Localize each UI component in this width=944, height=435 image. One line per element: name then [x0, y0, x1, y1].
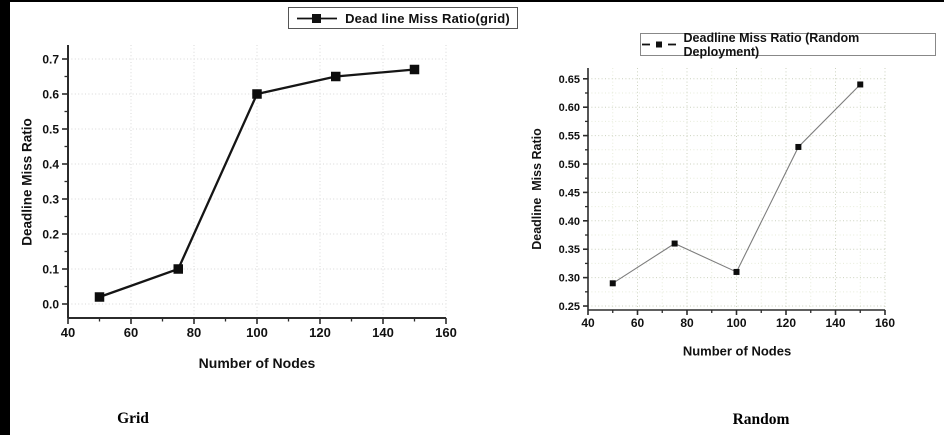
x-tick-label: 80 — [680, 316, 694, 330]
data-point-marker — [795, 143, 802, 150]
data-point-marker — [252, 89, 262, 99]
data-point-marker — [173, 264, 183, 274]
random-chart: 40 60 80 100 120 140 160 0.25 0.30 0.35 0.40 0.45 0.… — [559, 68, 895, 330]
data-point-marker — [94, 292, 105, 302]
legend-random-chart: Deadline Miss Ratio (Random Deployment) — [640, 30, 936, 59]
y-tick-label: 0.4 — [42, 157, 59, 171]
random-x-axis-label: Number of Nodes — [682, 343, 792, 359]
y-tick-label: 0.5 — [42, 122, 59, 136]
y-tick-label: 0.60 — [559, 102, 580, 114]
data-point-marker — [609, 280, 616, 287]
data-point-marker — [857, 81, 864, 88]
x-tick-label: 120 — [776, 316, 796, 330]
grid-chart: 40 60 80 100 120 140 160 0.0 0.1 0.2 0.3 0.4 0.5 0.6 0… — [42, 45, 457, 340]
x-tick-label: 160 — [875, 316, 895, 330]
grid-caption: Grid — [117, 410, 149, 427]
x-tick-label: 100 — [246, 325, 268, 340]
x-tick-label: 40 — [61, 325, 75, 340]
grid-x-axis-label: Number of Nodes — [198, 355, 316, 371]
y-tick-label: 0.1 — [42, 262, 59, 276]
y-tick-label: 0.50 — [559, 159, 580, 171]
legend-solid-line-square-marker-icon — [297, 13, 338, 23]
y-tick-label: 0.55 — [559, 131, 580, 143]
y-tick-label: 0.0 — [42, 297, 59, 311]
legend-dash-square-dash-marker-icon — [642, 41, 676, 48]
y-tick-label: 0.7 — [42, 52, 59, 66]
top-black-border — [0, 0, 944, 2]
x-tick-label: 60 — [631, 316, 645, 330]
x-tick-label: 140 — [372, 325, 394, 340]
y-tick-label: 0.40 — [559, 216, 580, 228]
left-black-border — [0, 0, 10, 435]
x-tick-label: 140 — [825, 316, 845, 330]
random-caption: Random — [732, 411, 790, 428]
x-tick-label: 80 — [187, 325, 201, 340]
data-point-marker — [671, 240, 678, 247]
y-tick-label: 0.2 — [42, 227, 59, 241]
x-tick-label: 40 — [581, 316, 595, 330]
random-y-axis-label: Deadline Miss Ratio — [530, 128, 544, 250]
data-point-marker — [733, 268, 740, 275]
y-tick-label: 0.3 — [42, 192, 59, 206]
y-tick-label: 0.30 — [559, 273, 580, 285]
y-tick-label: 0.6 — [42, 87, 59, 101]
x-tick-label: 120 — [309, 325, 331, 340]
x-tick-label: 60 — [124, 325, 138, 340]
legend-grid-label: Dead line Miss Ratio(grid) — [345, 10, 510, 26]
legend-random-label: Deadline Miss Ratio (Random Deployment) — [683, 30, 860, 59]
x-tick-label: 160 — [435, 325, 457, 340]
y-tick-label: 0.65 — [559, 74, 580, 86]
x-tick-label: 100 — [726, 316, 746, 330]
y-tick-label: 0.35 — [559, 244, 580, 256]
data-point-marker — [409, 64, 420, 75]
data-point-marker — [331, 71, 341, 82]
legend-grid-chart: Dead line Miss Ratio(grid) — [288, 7, 518, 29]
grid-y-axis-label: Deadline Miss Ratio — [19, 118, 35, 246]
y-tick-label: 0.45 — [559, 187, 580, 199]
y-tick-label: 0.25 — [559, 301, 580, 313]
